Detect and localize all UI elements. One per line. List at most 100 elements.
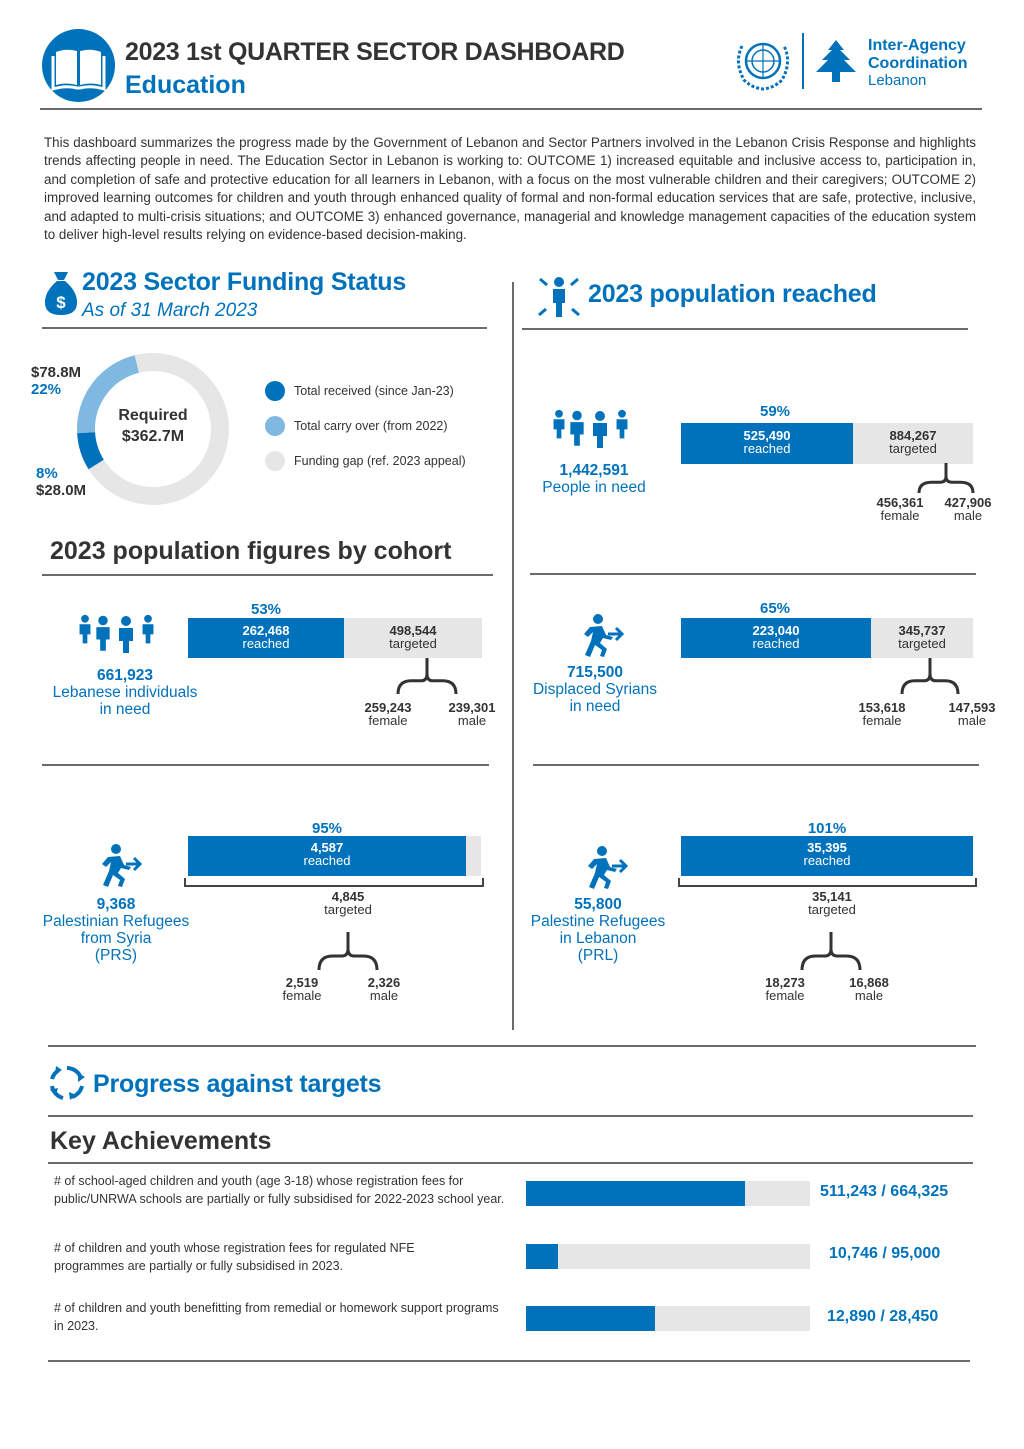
required-value: $362.7M xyxy=(121,428,185,445)
overall-pin-value: 1,442,591 xyxy=(559,462,629,479)
received-amount: $28.0M xyxy=(36,482,87,499)
syrians-male-label: male xyxy=(957,713,987,728)
progress-title: Progress against targets xyxy=(93,1070,382,1098)
prs-female-label: female xyxy=(282,988,322,1003)
prl-male-value: 16,868 xyxy=(849,975,889,990)
overall-targeted-label: targeted xyxy=(889,441,937,456)
prl-bar: 35,395 reached xyxy=(681,836,973,876)
progress-divider-mid xyxy=(48,1115,973,1117)
syrians-targeted-value: 345,737 xyxy=(898,623,946,638)
donut-slice-gap xyxy=(88,353,229,505)
syrians-brace xyxy=(900,658,960,696)
prl-percent: 101% xyxy=(807,820,847,837)
prs-targeted-value: 4,845 xyxy=(331,889,365,904)
syrians-reached-segment: 223,040 reached xyxy=(681,618,871,658)
prs-displaced-icon xyxy=(94,843,143,889)
syrians-male-value: 147,593 xyxy=(948,700,996,715)
legend-gap: Funding gap (ref. 2023 appeal) xyxy=(265,451,466,471)
overall-pin-label: People in need xyxy=(542,479,646,496)
received-percent: 8% xyxy=(36,465,58,482)
column-divider xyxy=(512,282,514,1030)
syrians-reached-value: 223,040 xyxy=(752,623,800,638)
achievement-track-2 xyxy=(526,1244,810,1269)
funding-donut-chart xyxy=(77,353,229,505)
achievement-label-3: # of children and youth benefitting from… xyxy=(54,1301,499,1333)
lebanese-female-label: female xyxy=(368,713,408,728)
legend-received: Total received (since Jan-23) xyxy=(265,381,454,401)
overall-reached-segment: 525,490 reached xyxy=(681,423,853,464)
svg-text:$: $ xyxy=(56,293,66,312)
lebanese-targeted-value: 498,544 xyxy=(389,623,437,638)
prs-pin-label-1: Palestinian Refugees xyxy=(42,913,190,930)
overall-percent: 59% xyxy=(759,403,791,420)
prs-female-value: 2,519 xyxy=(285,975,319,990)
achievement-value-3: 12,890 / 28,450 xyxy=(827,1308,939,1325)
donut-slice-carry xyxy=(77,355,140,434)
syrians-female-value: 153,618 xyxy=(858,700,906,715)
dashboard-title: 2023 1st QUARTER SECTOR DASHBOARD xyxy=(125,38,625,66)
syrians-female-label: female xyxy=(862,713,902,728)
prs-percent: 95% xyxy=(311,820,343,837)
lebanese-male-label: male xyxy=(457,713,487,728)
right-divider-1 xyxy=(530,573,976,575)
syrians-pin-value: 715,500 xyxy=(566,664,624,681)
syrians-reached-label: reached xyxy=(752,636,800,651)
prs-reached-value: 4,587 xyxy=(310,840,344,855)
prl-reached-value: 35,395 xyxy=(807,840,847,855)
lebanese-targeted-label: targeted xyxy=(389,636,437,651)
cedar-logo-icon xyxy=(810,38,862,88)
overall-targeted-value: 884,267 xyxy=(889,428,937,443)
syrians-percent: 65% xyxy=(759,600,791,617)
lebanese-pin-value: 661,923 xyxy=(96,667,154,684)
lebanese-male-value: 239,301 xyxy=(448,700,496,715)
prs-reached-segment: 4,587 reached xyxy=(188,836,466,876)
lebanese-female-value: 259,243 xyxy=(364,700,412,715)
lebanese-pin-label-1: Lebanese individuals xyxy=(52,684,198,701)
prs-pin-label-2: from Syria xyxy=(80,930,152,947)
prs-pin-value: 9,368 xyxy=(96,896,136,913)
prl-brace xyxy=(800,932,862,972)
required-label: Required xyxy=(118,407,188,424)
lebanese-targeted-segment: 498,544 targeted xyxy=(344,618,482,658)
prs-bracket xyxy=(184,878,484,887)
overall-reached-label: reached xyxy=(743,441,791,456)
syrians-targeted-label: targeted xyxy=(898,636,946,651)
lebanese-pin-label-2: in need xyxy=(99,701,151,718)
overall-reached-value: 525,490 xyxy=(743,428,791,443)
lebanese-percent: 53% xyxy=(250,601,282,618)
lebanese-brace xyxy=(396,658,458,696)
achievement-value-2: 10,746 / 95,000 xyxy=(829,1245,941,1262)
syrians-displaced-icon xyxy=(576,613,625,659)
legend-carry: Total carry over (from 2022) xyxy=(265,416,448,436)
prl-female-value: 18,273 xyxy=(765,975,805,990)
logo-divider xyxy=(802,33,804,89)
lebanese-reached-segment: 262,468 reached xyxy=(188,618,344,658)
population-reached-title: 2023 population reached xyxy=(588,280,877,308)
carry-over-amount: $78.8M xyxy=(31,364,82,381)
legend-received-label: Total received (since Jan-23) xyxy=(294,384,454,398)
achievement-fill-3 xyxy=(526,1306,655,1331)
legend-received-swatch xyxy=(265,381,285,401)
lebanese-family-icon xyxy=(76,609,162,655)
overall-brace xyxy=(917,463,975,495)
prl-displaced-icon xyxy=(580,845,629,891)
prl-pin-label-3: (PRL) xyxy=(577,947,619,964)
legend-gap-swatch xyxy=(265,451,285,471)
progress-divider-top xyxy=(48,1045,976,1047)
left-divider-2 xyxy=(42,764,489,766)
family-icon xyxy=(550,404,636,450)
progress-cycle-icon xyxy=(48,1064,86,1102)
prl-reached-segment: 35,395 reached xyxy=(681,836,973,876)
syrians-bar: 223,040 reached 345,737 targeted xyxy=(681,618,973,658)
prs-pin-label-3: (PRS) xyxy=(94,947,138,964)
key-achievements-divider xyxy=(48,1162,973,1164)
achievement-fill-1 xyxy=(526,1181,745,1206)
prs-targeted-label: targeted xyxy=(324,902,372,917)
reached-person-icon xyxy=(538,275,580,319)
lebanese-reached-value: 262,468 xyxy=(242,623,290,638)
carry-over-percent: 22% xyxy=(31,381,62,398)
legend-carry-swatch xyxy=(265,416,285,436)
syrians-targeted-segment: 345,737 targeted xyxy=(871,618,973,658)
overall-bar: 525,490 reached 884,267 targeted xyxy=(681,423,973,464)
overall-female-value: 456,361 xyxy=(876,495,924,510)
